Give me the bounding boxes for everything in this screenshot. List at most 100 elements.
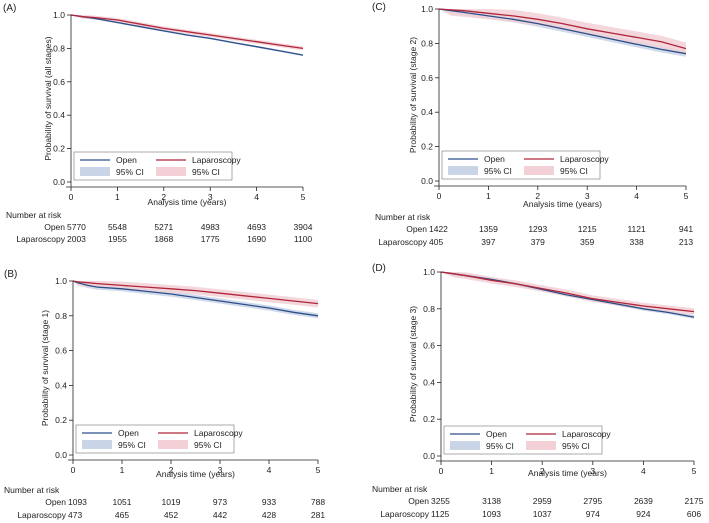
y-tick-label: 1.0 bbox=[55, 276, 67, 286]
y-tick-label: 0.2 bbox=[55, 415, 67, 425]
survival-line-laparoscopy bbox=[440, 271, 695, 313]
survival-line-open bbox=[72, 280, 319, 317]
risk-cell: 1019 bbox=[162, 497, 181, 507]
risk-cell: 5548 bbox=[108, 222, 127, 232]
x-axis-label: Analysis time (years) bbox=[528, 468, 607, 478]
survival-line-laparoscopy bbox=[70, 14, 304, 50]
risk-cell: 1121 bbox=[627, 224, 646, 234]
risk-cell: 1868 bbox=[154, 234, 173, 244]
survival-line-laparoscopy bbox=[438, 8, 687, 50]
legend-label-laparoscopy: Laparoscopy bbox=[192, 155, 241, 165]
y-tick-label: 0.0 bbox=[53, 177, 65, 187]
ci-band-laparoscopy bbox=[73, 281, 318, 308]
risk-cell: 1215 bbox=[578, 224, 597, 234]
y-axis-label: Probability of survival (stage 2) bbox=[408, 37, 418, 153]
x-tick-label: 3 bbox=[208, 192, 213, 202]
risk-cell: 3255 bbox=[431, 496, 450, 506]
x-tick-label: 1 bbox=[115, 192, 120, 202]
x-axis-label: Analysis time (years) bbox=[148, 197, 227, 207]
legend-label-open: Open bbox=[484, 154, 505, 164]
risk-cell: 5770 bbox=[67, 222, 86, 232]
ci-band-laparoscopy bbox=[71, 15, 303, 51]
y-tick-label: 0.6 bbox=[53, 77, 65, 87]
risk-cell: 2175 bbox=[685, 496, 704, 506]
y-axis-label: Probability of survival (all stages) bbox=[43, 36, 53, 160]
risk-row-label: Laparoscopy bbox=[380, 509, 429, 519]
legend-label-open-ci: 95% CI bbox=[484, 166, 512, 176]
y-axis-label: Probability of survival (stage 3) bbox=[408, 306, 418, 422]
risk-cell: 3904 bbox=[294, 222, 313, 232]
risk-cell: 442 bbox=[213, 510, 227, 520]
legend-swatch-open-ci bbox=[448, 166, 478, 175]
risk-cell: 281 bbox=[311, 510, 325, 520]
x-tick-label: 4 bbox=[267, 465, 272, 475]
panel-label: (D) bbox=[372, 263, 386, 274]
legend-label-laparoscopy: Laparoscopy bbox=[562, 429, 611, 439]
risk-table-title: Number at risk bbox=[375, 212, 431, 222]
risk-cell: 4983 bbox=[201, 222, 220, 232]
x-tick-label: 5 bbox=[301, 192, 306, 202]
risk-cell: 2795 bbox=[583, 496, 602, 506]
risk-row-label: Open bbox=[44, 222, 65, 232]
risk-table-title: Number at risk bbox=[6, 210, 62, 220]
y-tick-label: 0.6 bbox=[421, 73, 433, 83]
x-tick-label: 2 bbox=[161, 192, 166, 202]
x-tick-label: 4 bbox=[634, 191, 639, 201]
legend-swatch-laparoscopy-ci bbox=[524, 166, 554, 175]
legend-swatch-open-ci bbox=[450, 441, 480, 450]
survival-line-open bbox=[70, 14, 304, 56]
risk-cell: 465 bbox=[115, 510, 129, 520]
risk-row-label: Laparoscopy bbox=[17, 510, 66, 520]
risk-cell: 452 bbox=[164, 510, 178, 520]
legend-label-open-ci: 95% CI bbox=[486, 441, 514, 451]
risk-cell: 1037 bbox=[533, 509, 552, 519]
risk-cell: 1051 bbox=[113, 497, 132, 507]
x-tick-label: 1 bbox=[486, 191, 491, 201]
x-tick-label: 2 bbox=[540, 466, 545, 476]
x-tick-label: 3 bbox=[585, 191, 590, 201]
legend-swatch-laparoscopy-ci bbox=[158, 440, 188, 449]
y-tick-label: 0.4 bbox=[421, 107, 433, 117]
legend-label-laparoscopy-ci: 95% CI bbox=[194, 440, 222, 450]
y-tick-label: 0.4 bbox=[53, 110, 65, 120]
y-tick-label: 0.2 bbox=[421, 142, 433, 152]
risk-row-label: Laparoscopy bbox=[16, 234, 65, 244]
x-tick-label: 4 bbox=[641, 466, 646, 476]
risk-cell: 1955 bbox=[108, 234, 127, 244]
ci-band-laparoscopy bbox=[439, 9, 686, 55]
risk-cell: 473 bbox=[68, 510, 82, 520]
x-tick-label: 1 bbox=[489, 466, 494, 476]
x-tick-label: 3 bbox=[218, 465, 223, 475]
risk-cell: 974 bbox=[586, 509, 600, 519]
risk-cell: 2959 bbox=[533, 496, 552, 506]
legend-swatch-open-ci bbox=[80, 167, 110, 176]
legend-label-laparoscopy-ci: 95% CI bbox=[562, 441, 590, 451]
risk-cell: 1359 bbox=[479, 224, 498, 234]
risk-cell: 933 bbox=[262, 497, 276, 507]
risk-cell: 1293 bbox=[528, 224, 547, 234]
x-tick-label: 5 bbox=[316, 465, 321, 475]
x-tick-label: 5 bbox=[684, 191, 689, 201]
survival-line-open bbox=[438, 8, 687, 55]
x-tick-label: 4 bbox=[254, 192, 259, 202]
risk-row-label: Laparoscopy bbox=[378, 237, 427, 247]
y-tick-label: 0.8 bbox=[421, 38, 433, 48]
legend-label-laparoscopy-ci: 95% CI bbox=[560, 166, 588, 176]
legend-label-open: Open bbox=[486, 429, 507, 439]
risk-cell: 2003 bbox=[67, 234, 86, 244]
y-tick-label: 1.0 bbox=[53, 10, 65, 20]
risk-cell: 1093 bbox=[68, 497, 87, 507]
risk-row-label: Open bbox=[406, 224, 427, 234]
y-tick-label: 0.0 bbox=[423, 451, 435, 461]
legend-label-open-ci: 95% CI bbox=[116, 167, 144, 177]
risk-cell: 1690 bbox=[247, 234, 266, 244]
y-tick-label: 1.0 bbox=[421, 4, 433, 14]
risk-cell: 359 bbox=[580, 237, 594, 247]
legend-label-open-ci: 95% CI bbox=[118, 440, 146, 450]
legend-swatch-laparoscopy-ci bbox=[156, 167, 186, 176]
legend-label-laparoscopy-ci: 95% CI bbox=[192, 167, 220, 177]
y-tick-label: 0.4 bbox=[423, 377, 435, 387]
risk-cell: 405 bbox=[429, 237, 443, 247]
x-tick-label: 3 bbox=[590, 466, 595, 476]
